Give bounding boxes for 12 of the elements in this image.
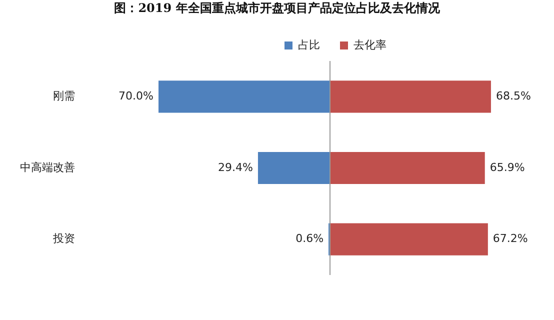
data-label: 67.2% [492,232,528,246]
legend-label: 去化率 [354,38,386,52]
data-label: 68.5% [496,90,531,103]
legend-label: 占比 [298,38,320,52]
y-tick-label: 投资 [52,232,75,246]
data-label: 70.0% [118,90,154,103]
y-tick-label: 刚需 [53,90,75,103]
chart-title: 图：2019 年全国重点城市开盘项目产品定位占比及去化情况 [113,0,441,17]
data-label: 0.6% [296,232,324,246]
y-tick-label: 中高端改善 [20,160,75,174]
data-label: 65.9% [490,160,525,174]
data-label: 29.4% [218,160,253,174]
